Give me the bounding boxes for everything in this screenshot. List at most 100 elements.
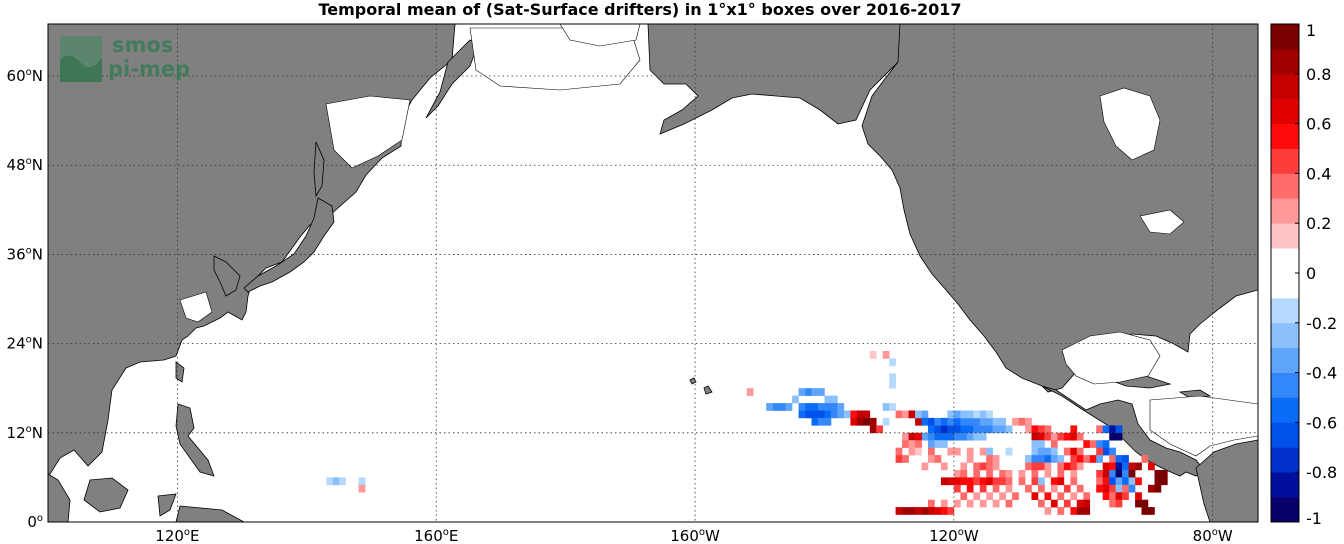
data-cell [824, 395, 832, 404]
data-cell [940, 462, 948, 471]
land-alaska [647, 24, 901, 135]
data-cell [326, 477, 333, 486]
data-cell [1038, 484, 1045, 493]
data-cell [1096, 455, 1103, 463]
data-cell [986, 417, 993, 426]
data-cell [746, 388, 754, 396]
data-cell [947, 417, 955, 426]
data-cell [1031, 425, 1039, 434]
data-cell [1050, 499, 1058, 508]
x-tick-label: 160oW [670, 527, 720, 544]
data-cell [818, 417, 825, 426]
data-cell [960, 492, 968, 501]
data-cell [1070, 477, 1078, 486]
inland-water [179, 24, 1258, 457]
data-cell [1038, 440, 1045, 448]
data-cell [1012, 492, 1019, 501]
data-cell [1031, 462, 1039, 471]
data-cell [1102, 484, 1110, 493]
data-cell [973, 410, 981, 419]
data-cell [966, 425, 974, 434]
data-cell [1122, 477, 1129, 486]
data-cell [947, 432, 955, 441]
data-cell [979, 484, 987, 493]
data-cell [992, 484, 1000, 493]
colorbar-segment [1271, 297, 1299, 324]
data-cell [856, 410, 864, 419]
data-cell [915, 507, 922, 515]
data-cell [928, 417, 935, 426]
data-cell [1154, 484, 1162, 493]
data-cell [1148, 507, 1155, 515]
x-axis-ticks: 120oE 160oE 160oW 120oW 80oW [155, 527, 1233, 544]
data-cells [326, 351, 1168, 515]
data-cell [1148, 484, 1155, 493]
data-cell [992, 462, 1000, 471]
data-cell [1044, 507, 1052, 515]
data-cell [1122, 484, 1129, 493]
data-cell [811, 417, 819, 426]
data-cell [934, 507, 942, 515]
data-cell [863, 410, 871, 419]
data-cell [1005, 499, 1013, 508]
colorbar-segment [1271, 447, 1299, 473]
data-cell [1135, 462, 1142, 471]
data-cell [1083, 492, 1091, 501]
data-cell [979, 417, 987, 426]
land-sakhalin [313, 141, 325, 198]
y-tick-label: 60oN [7, 67, 43, 85]
data-cell [1102, 447, 1110, 456]
data-cell [1038, 455, 1045, 463]
colorbar-tick-label: -0.4 [1306, 364, 1337, 383]
x-tick-label: 80oW [1193, 527, 1233, 544]
data-cell [1044, 425, 1052, 434]
data-cell [915, 440, 922, 448]
data-cell [1102, 470, 1110, 478]
data-cell [1057, 470, 1065, 478]
colorbar-tick-label: -0.8 [1306, 463, 1337, 482]
colorbar-segment [1271, 123, 1299, 149]
data-cell [902, 432, 909, 441]
data-cell [979, 425, 987, 434]
data-cell [992, 499, 1000, 508]
data-cell [824, 417, 832, 426]
data-cell [1083, 507, 1091, 515]
colorbar-segment [1271, 73, 1299, 100]
data-cell [1031, 440, 1039, 448]
data-cell [1141, 455, 1149, 463]
land-newguinea [175, 505, 245, 522]
data-cell [934, 440, 942, 448]
colorbar-segment [1271, 223, 1299, 249]
water-hudson-bay [1099, 87, 1161, 161]
data-cell [1063, 484, 1071, 493]
y-tick-label: 12oN [7, 424, 43, 442]
data-cell [1031, 492, 1039, 501]
data-cell [1135, 477, 1142, 486]
y-tick-label: 48oN [7, 156, 43, 174]
data-cell [966, 455, 974, 463]
data-cell [1044, 470, 1052, 478]
data-cell [960, 410, 968, 419]
data-cell [1057, 492, 1065, 501]
colorbar-segment [1271, 397, 1299, 423]
land-sulawesi [157, 493, 177, 517]
data-cell [1044, 455, 1052, 463]
data-cell [908, 410, 916, 419]
data-cell [798, 388, 806, 396]
data-cell [921, 462, 929, 471]
data-cell [869, 351, 877, 359]
data-cell [908, 507, 916, 515]
data-cell [966, 417, 974, 426]
data-cell [824, 410, 832, 419]
data-cell [1115, 492, 1123, 501]
data-cell [953, 470, 961, 478]
data-cell [805, 388, 812, 396]
data-cell [999, 417, 1006, 426]
data-cell [947, 410, 955, 419]
data-cell [1018, 417, 1026, 426]
data-cell [1160, 477, 1168, 486]
data-cell [1109, 470, 1116, 478]
colorbar-tick-label: -0.2 [1306, 314, 1337, 333]
data-cell [960, 417, 968, 426]
data-cell [986, 492, 993, 501]
